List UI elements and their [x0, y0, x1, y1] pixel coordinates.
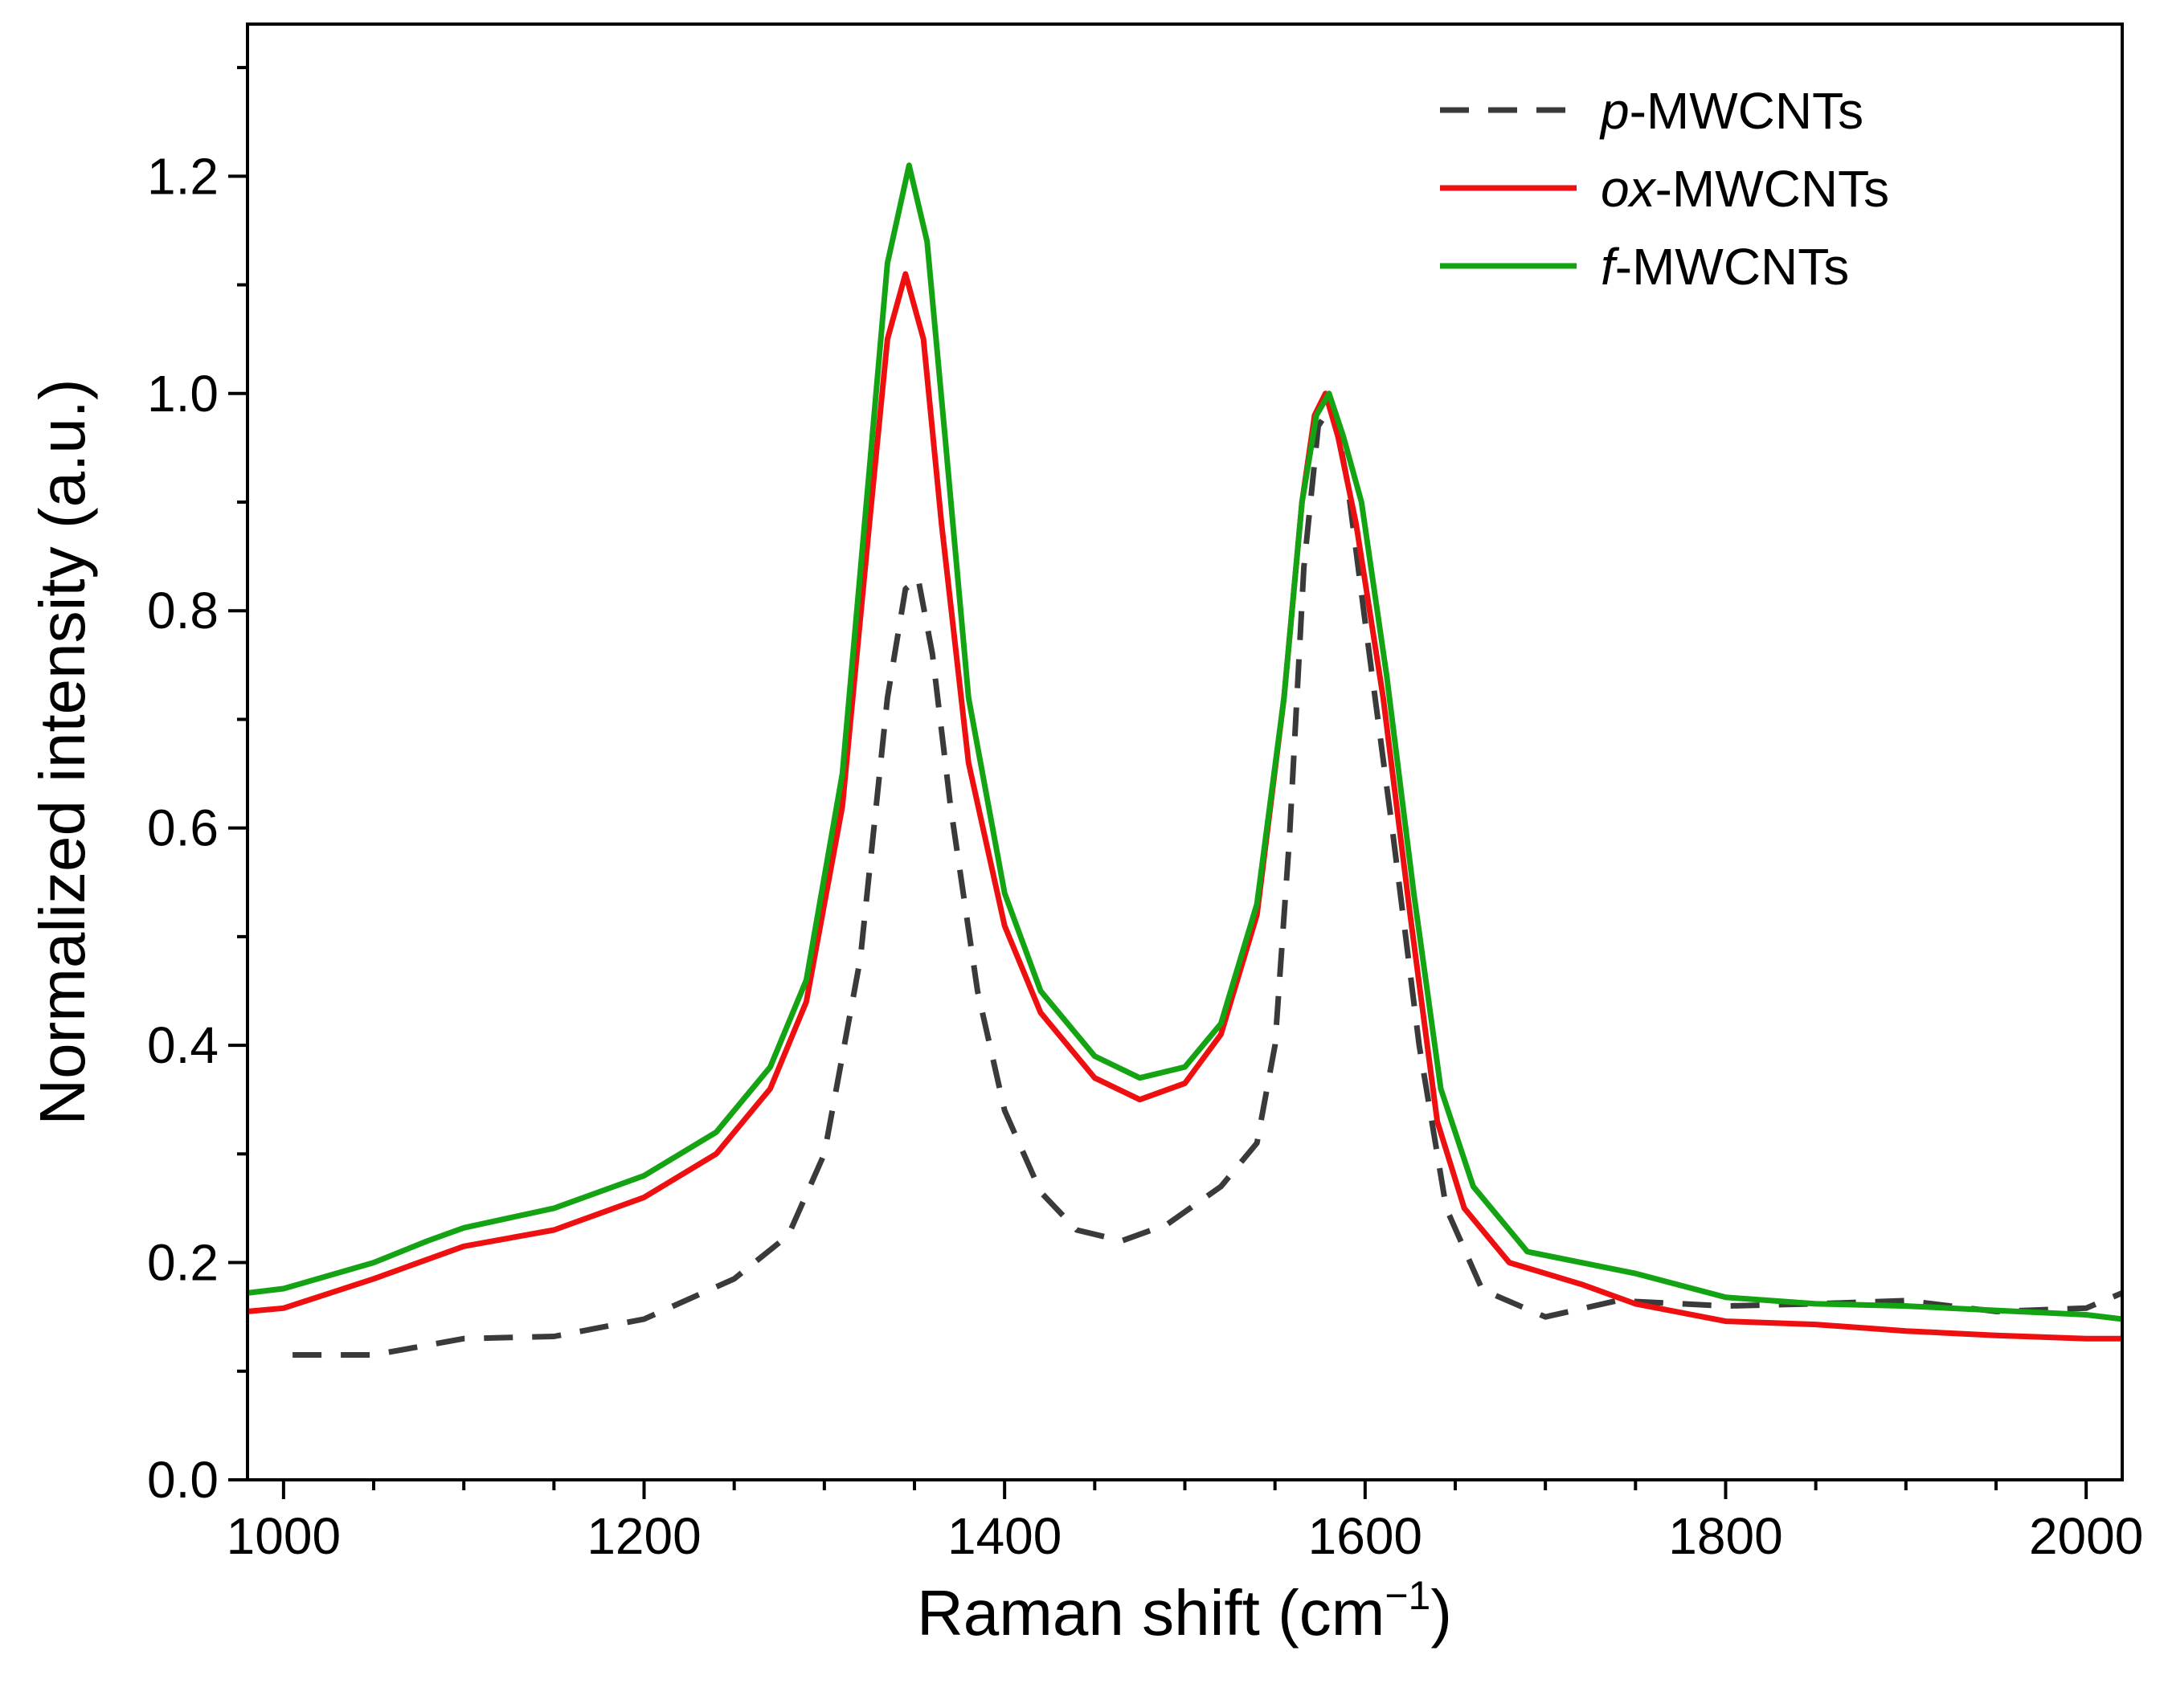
legend: p-MWCNTs ox-MWCNTs f-MWCNTs: [1440, 82, 1889, 296]
y-axis-title: Normalized intensity (a.u.): [27, 378, 98, 1125]
series-line-f-MWCNTs: [247, 162, 2122, 1322]
y-tick-label: 0.0: [147, 1451, 219, 1509]
x-tick-label: 2000: [2029, 1507, 2143, 1565]
x-tick-label: 1600: [1308, 1507, 1422, 1565]
series-line-ox-MWCNTs: [247, 271, 2122, 1342]
y-tick-label: 0.8: [147, 582, 219, 639]
y-tick-label: 1.0: [147, 365, 219, 423]
legend-label-ox-MWCNTs: ox-MWCNTs: [1601, 160, 1889, 218]
legend-label-f-MWCNTs: f-MWCNTs: [1601, 238, 1849, 296]
x-tick-label: 1800: [1668, 1507, 1782, 1565]
x-tick-label: 1200: [587, 1507, 701, 1565]
axis-ticks: 1000 1200 1400 1600 1800 2000 0.0 0.2 0.4 0.6 0.8 1…: [147, 66, 2143, 1565]
y-tick-label: 1.2: [147, 147, 219, 205]
series-line-p-MWCNTs: [292, 401, 2122, 1358]
y-tick-label: 0.2: [147, 1234, 219, 1292]
series-layer: [247, 162, 2122, 1358]
x-axis-title: Raman shift (cm−1): [917, 1573, 1452, 1649]
legend-label-p-MWCNTs: p-MWCNTs: [1599, 82, 1863, 140]
x-tick-label: 1000: [227, 1507, 341, 1565]
y-tick-label: 0.6: [147, 799, 219, 857]
y-tick-label: 0.4: [147, 1016, 219, 1074]
x-tick-label: 1400: [947, 1507, 1062, 1565]
